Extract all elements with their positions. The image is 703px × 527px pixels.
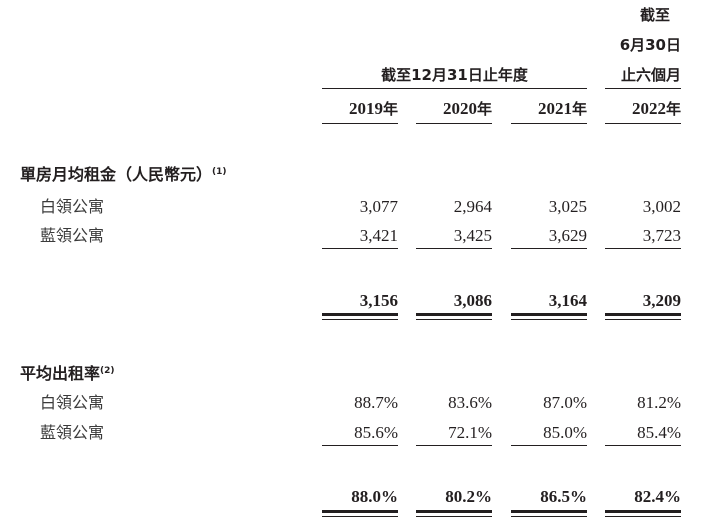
subtotal-rule [511,445,587,446]
row-label-blue-collar: 藍領公寓 [40,423,105,442]
total-cell: 82.4% [634,487,681,506]
subtotal-rule [511,248,587,249]
total-double-rule [322,516,398,517]
column-rule [605,123,681,124]
subtotal-rule [322,248,398,249]
cell: 2,964 [453,197,492,216]
subtotal-rule [416,248,492,249]
cell: 88.7% [354,393,398,412]
total-double-rule [605,516,681,517]
total-double-rule [511,313,587,316]
subtotal-rule [605,248,681,249]
interim-label-line-3: 止六個月 [620,66,681,84]
cell: 3,425 [453,226,492,245]
column-rule [322,123,398,124]
annual-header-rule [322,88,587,89]
column-rule [511,123,587,124]
cell: 3,723 [642,226,681,245]
total-double-rule [511,319,587,320]
subtotal-rule [322,445,398,446]
cell: 85.6% [354,423,398,442]
column-header-2021: 2021年 [537,99,587,119]
total-double-rule [322,319,398,320]
total-double-rule [605,510,681,513]
section-title-avg-occupancy: 平均出租率(2) [20,364,115,383]
total-double-rule [416,516,492,517]
interim-label-line-2: 6月30日 [619,36,681,54]
total-double-rule [416,319,492,320]
total-double-rule [416,313,492,316]
row-label-blue-collar: 藍領公寓 [40,226,105,245]
cell: 3,629 [548,226,587,245]
row-label-white-collar: 白領公寓 [40,197,105,216]
interim-label-line-1: 截至 [640,6,671,24]
total-cell: 3,164 [548,291,587,310]
cell: 85.0% [543,423,587,442]
annual-period-label: 截至12月31日止年度 [381,66,528,84]
cell: 72.1% [448,423,492,442]
column-rule [416,123,492,124]
cell: 87.0% [543,393,587,412]
total-cell: 3,209 [642,291,681,310]
section-title-avg-monthly-rent: 單房月均租金（人民幣元）(1) [20,165,227,184]
cell: 81.2% [637,393,681,412]
cell: 3,002 [642,197,681,216]
total-double-rule [511,516,587,517]
column-header-2020: 2020年 [442,99,492,119]
total-cell: 3,156 [359,291,398,310]
cell: 3,025 [548,197,587,216]
subtotal-rule [416,445,492,446]
total-cell: 86.5% [540,487,587,506]
interim-header-rule [605,88,681,89]
cell: 3,421 [359,226,398,245]
row-label-white-collar: 白領公寓 [40,393,105,412]
total-cell: 3,086 [453,291,492,310]
total-double-rule [322,510,398,513]
total-double-rule [416,510,492,513]
cell: 85.4% [637,423,681,442]
subtotal-rule [605,445,681,446]
cell: 3,077 [359,197,398,216]
total-double-rule [605,319,681,320]
column-header-2022: 2022年 [631,99,681,119]
total-cell: 88.0% [351,487,398,506]
total-double-rule [322,313,398,316]
total-double-rule [511,510,587,513]
total-cell: 80.2% [445,487,492,506]
column-header-2019: 2019年 [348,99,398,119]
cell: 83.6% [448,393,492,412]
total-double-rule [605,313,681,316]
